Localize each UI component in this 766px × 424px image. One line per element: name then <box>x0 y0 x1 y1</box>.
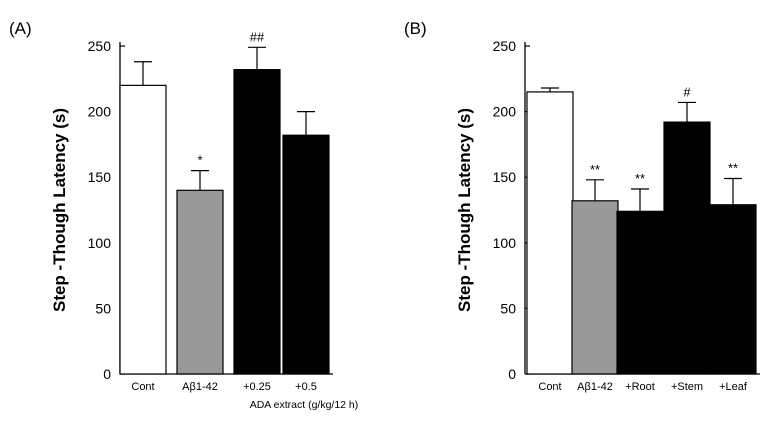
y-tick-label-b: 250 <box>493 38 517 54</box>
bar-b <box>526 91 574 375</box>
bar-a <box>282 134 330 375</box>
category-label-b: Aβ1-42 <box>577 381 613 393</box>
panel-a: (A) Step -Though Latency (s) 0 50 100 150 200 2… <box>9 19 358 411</box>
y-tick-label-a: 150 <box>88 169 112 185</box>
category-label-a: +0.25 <box>243 381 271 393</box>
bar-b <box>663 121 711 375</box>
category-label-b: +Leaf <box>719 381 748 393</box>
bar-b <box>571 200 619 375</box>
significance-mark-b: # <box>683 84 691 99</box>
y-tick-label-b: 150 <box>493 169 517 185</box>
bar-b <box>709 204 757 375</box>
category-label-b: +Root <box>625 381 655 393</box>
bar-b <box>616 210 664 375</box>
category-label-b: +Stem <box>671 381 703 393</box>
y-tick-label-b: 0 <box>508 366 516 382</box>
y-tick-label-b: 50 <box>500 300 516 316</box>
y-tick-label-a: 50 <box>95 300 111 316</box>
y-tick-label-b: 200 <box>493 104 517 120</box>
category-label-a: Cont <box>131 381 154 393</box>
panel-label-a: (A) <box>9 19 32 38</box>
y-tick-label-a: 200 <box>88 104 112 120</box>
significance-mark-b: ** <box>635 171 645 186</box>
panel-b: (B) Step -Though Latency (s) 0 50 100 150 200 2… <box>404 19 760 393</box>
significance-mark-b: ** <box>728 161 738 176</box>
category-label-a: Aβ1-42 <box>182 381 218 393</box>
y-tick-label-a: 0 <box>103 366 111 382</box>
category-label-b: Cont <box>538 381 561 393</box>
x-axis-title-a: ADA extract (g/kg/12 h) <box>250 399 359 411</box>
y-tick-label-a: 100 <box>88 235 112 251</box>
category-label-a: +0.5 <box>295 381 317 393</box>
bar-a <box>119 84 167 375</box>
bar-a <box>176 189 224 375</box>
y-tick-label-b: 100 <box>493 235 517 251</box>
y-axis-title-b: Step -Though Latency (s) <box>455 108 474 312</box>
significance-mark-b: ** <box>590 162 600 177</box>
panel-label-b: (B) <box>404 19 427 38</box>
significance-mark-a: ## <box>250 29 265 44</box>
bar-a <box>233 69 281 375</box>
y-axis-title-a: Step -Though Latency (s) <box>50 108 69 312</box>
significance-mark-a: * <box>197 153 202 168</box>
y-tick-label-a: 250 <box>88 38 112 54</box>
